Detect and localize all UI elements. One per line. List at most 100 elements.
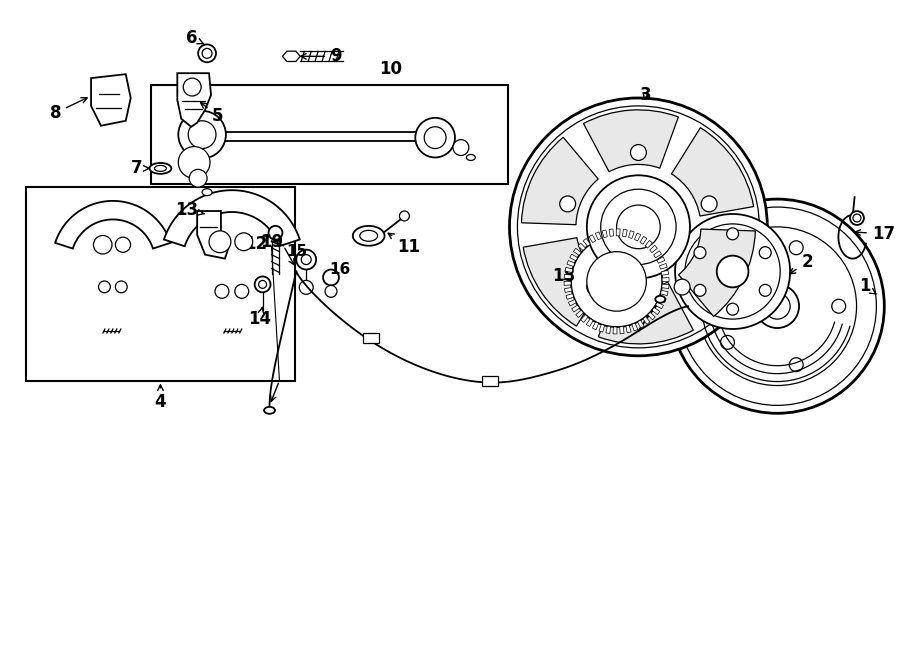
Circle shape — [415, 118, 455, 157]
Circle shape — [518, 106, 760, 348]
Circle shape — [115, 281, 127, 293]
Text: 17: 17 — [855, 225, 895, 243]
Ellipse shape — [655, 295, 665, 303]
Circle shape — [694, 247, 706, 258]
Circle shape — [631, 145, 646, 161]
Circle shape — [296, 250, 316, 270]
Circle shape — [571, 236, 662, 327]
Polygon shape — [576, 310, 583, 317]
Polygon shape — [616, 229, 620, 236]
Polygon shape — [623, 229, 627, 237]
Wedge shape — [521, 137, 598, 225]
Circle shape — [675, 214, 790, 329]
Circle shape — [701, 196, 717, 212]
Ellipse shape — [360, 230, 378, 241]
Polygon shape — [655, 302, 663, 309]
Ellipse shape — [149, 163, 171, 174]
Text: 19: 19 — [260, 233, 284, 251]
Text: 11: 11 — [388, 233, 420, 256]
Polygon shape — [637, 320, 644, 328]
Circle shape — [670, 199, 885, 413]
Circle shape — [453, 139, 469, 155]
Text: 12: 12 — [244, 235, 270, 253]
Wedge shape — [679, 229, 755, 317]
Polygon shape — [177, 73, 211, 127]
Circle shape — [560, 196, 576, 212]
Polygon shape — [589, 235, 596, 243]
Polygon shape — [645, 241, 652, 248]
Polygon shape — [592, 322, 598, 330]
Circle shape — [323, 270, 339, 286]
Circle shape — [674, 279, 690, 295]
Polygon shape — [602, 230, 608, 237]
Polygon shape — [662, 284, 669, 289]
Polygon shape — [564, 282, 572, 286]
Polygon shape — [91, 74, 130, 126]
Circle shape — [400, 211, 410, 221]
Polygon shape — [283, 51, 301, 61]
Circle shape — [587, 279, 603, 295]
Circle shape — [424, 127, 446, 149]
Circle shape — [202, 48, 212, 58]
Ellipse shape — [202, 188, 212, 196]
Polygon shape — [567, 260, 575, 266]
Polygon shape — [565, 267, 572, 272]
Circle shape — [509, 98, 768, 356]
Circle shape — [789, 358, 803, 371]
Polygon shape — [613, 327, 617, 334]
Text: 8: 8 — [50, 98, 87, 122]
Polygon shape — [662, 278, 669, 282]
Polygon shape — [628, 231, 634, 239]
Polygon shape — [634, 233, 641, 241]
Polygon shape — [55, 201, 171, 249]
Bar — [150, 85, 508, 184]
Circle shape — [188, 121, 216, 149]
Circle shape — [716, 256, 749, 288]
Polygon shape — [657, 257, 665, 263]
Polygon shape — [583, 239, 590, 247]
Ellipse shape — [466, 155, 475, 161]
Polygon shape — [599, 325, 605, 332]
Text: 16: 16 — [329, 262, 351, 277]
Polygon shape — [632, 323, 638, 331]
Polygon shape — [569, 299, 576, 306]
Circle shape — [178, 147, 210, 178]
Polygon shape — [580, 315, 588, 323]
Circle shape — [764, 293, 790, 319]
Circle shape — [258, 280, 266, 288]
Circle shape — [760, 284, 771, 296]
Circle shape — [255, 276, 271, 292]
Circle shape — [178, 111, 226, 159]
Wedge shape — [583, 110, 679, 172]
Polygon shape — [640, 237, 647, 244]
Circle shape — [789, 241, 803, 254]
Circle shape — [678, 207, 877, 405]
Bar — [25, 187, 295, 381]
Circle shape — [235, 284, 248, 298]
Ellipse shape — [353, 226, 384, 246]
Polygon shape — [620, 327, 624, 334]
Text: 4: 4 — [155, 385, 166, 411]
Circle shape — [115, 237, 130, 253]
Circle shape — [600, 189, 676, 264]
Text: 18: 18 — [553, 268, 575, 286]
Ellipse shape — [155, 165, 166, 171]
Circle shape — [302, 254, 311, 264]
Polygon shape — [648, 312, 655, 320]
Circle shape — [325, 286, 337, 297]
Circle shape — [853, 214, 861, 222]
Circle shape — [198, 44, 216, 62]
Circle shape — [721, 335, 734, 349]
Polygon shape — [573, 249, 581, 255]
Polygon shape — [564, 274, 572, 279]
Wedge shape — [598, 282, 693, 344]
Circle shape — [209, 231, 231, 253]
Circle shape — [760, 247, 771, 258]
Polygon shape — [586, 319, 593, 327]
Circle shape — [755, 284, 799, 328]
Circle shape — [235, 233, 253, 251]
Text: 6: 6 — [186, 30, 203, 48]
Polygon shape — [595, 232, 601, 240]
Wedge shape — [523, 238, 606, 326]
Circle shape — [721, 263, 734, 277]
